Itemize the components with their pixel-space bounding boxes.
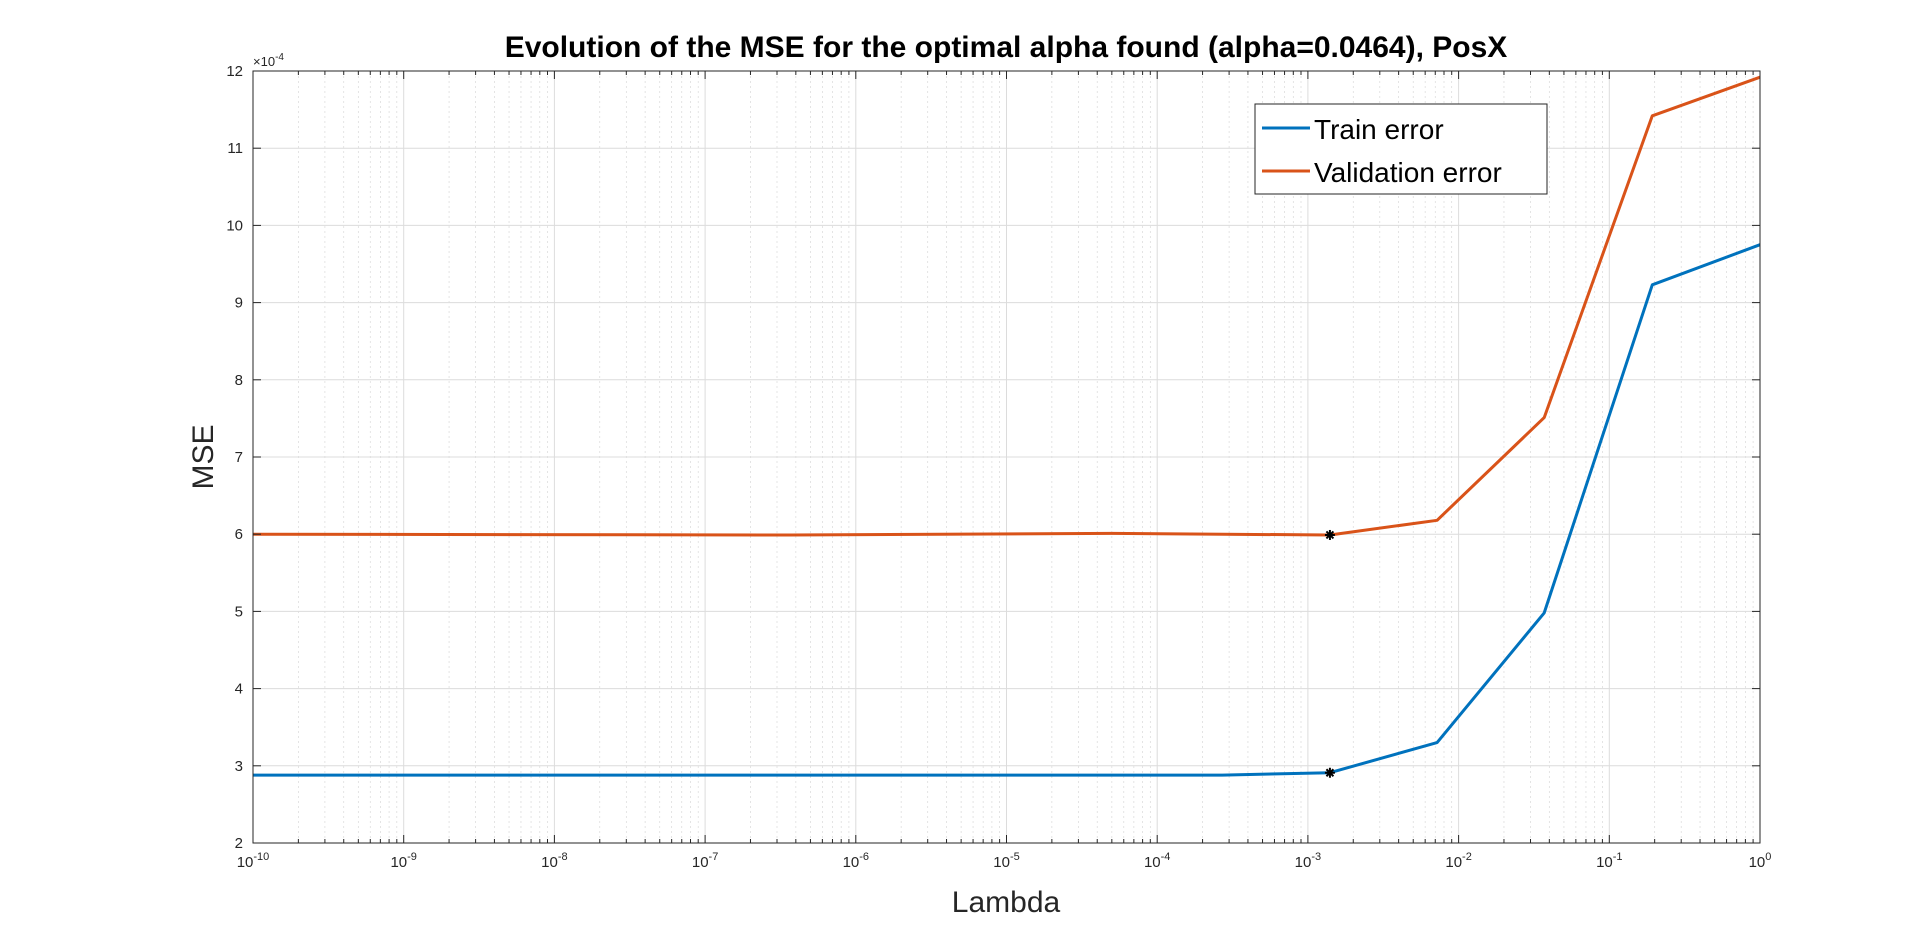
x-tick-base: 10	[1295, 854, 1312, 871]
y-tick-label: 7	[235, 449, 243, 466]
legend[interactable]: Train error Validation error	[1254, 103, 1548, 195]
x-tick-label: 10-1	[1596, 851, 1622, 871]
x-tick-exp: -5	[1010, 851, 1020, 863]
x-tick-exp: -4	[1161, 851, 1171, 863]
x-axis-label: Lambda	[952, 886, 1061, 919]
major-grid	[252, 70, 1761, 844]
x-tick-base: 10	[692, 854, 709, 871]
y-tick-label: 12	[226, 63, 243, 80]
x-tick-label: 10-7	[692, 851, 718, 871]
x-tick-label: 10-10	[237, 851, 270, 871]
y-tick-label: 10	[226, 217, 243, 234]
x-tick-base: 10	[541, 854, 558, 871]
x-tick-exp: -7	[709, 851, 719, 863]
y-multiplier: ×10-4	[253, 52, 284, 69]
x-tick-exp: 0	[1765, 851, 1771, 863]
x-tick-exp: -3	[1311, 851, 1321, 863]
x-tick-exp: -2	[1462, 851, 1472, 863]
optimum-marker	[1324, 529, 1335, 540]
x-tick-labels: 10-10 10-9 10-8 10-7 10-6 10-5 10-4 10-3 10-2 10-…	[237, 851, 1772, 871]
y-axis-label: MSE	[187, 424, 220, 489]
legend-box	[1254, 103, 1548, 195]
x-tick-label: 10-6	[843, 851, 869, 871]
x-tick-label: 10-4	[1144, 851, 1170, 871]
optimum-marker	[1324, 767, 1335, 778]
legend-label-train: Train error	[1314, 114, 1444, 145]
x-tick-label: 10-8	[541, 851, 567, 871]
x-tick-base: 10	[993, 854, 1010, 871]
x-tick-label: 10-3	[1295, 851, 1321, 871]
x-tick-base: 10	[390, 854, 407, 871]
marker-layer	[1324, 529, 1335, 778]
x-tick-label: 10-5	[993, 851, 1019, 871]
y-tick-label: 4	[235, 681, 243, 698]
x-tick-label: 10-9	[390, 851, 416, 871]
x-tick-exp: -10	[253, 851, 269, 863]
series-layer	[252, 75, 1761, 777]
x-tick-label: 100	[1749, 851, 1772, 871]
chart-title: Evolution of the MSE for the optimal alp…	[505, 31, 1508, 64]
y-tick-label: 8	[235, 372, 243, 389]
y-tick-label: 9	[235, 295, 243, 312]
x-tick-exp: -6	[859, 851, 869, 863]
y-tick-label: 3	[235, 758, 243, 775]
y-multiplier-exp: -4	[275, 52, 284, 63]
x-tick-base: 10	[1144, 854, 1161, 871]
y-tick-label: 11	[227, 140, 243, 157]
x-tick-base: 10	[1596, 854, 1613, 871]
x-tick-exp: -8	[558, 851, 568, 863]
x-tick-base: 10	[843, 854, 860, 871]
series-line-validation	[252, 75, 1761, 537]
y-tick-labels: 2 3 4 5 6 7 8 9 10 11 12	[226, 63, 243, 852]
y-tick-label: 2	[235, 835, 243, 852]
y-tick-label: 6	[235, 526, 243, 543]
x-tick-exp: -1	[1613, 851, 1623, 863]
y-tick-label: 5	[235, 603, 243, 620]
x-tick-base: 10	[1749, 854, 1766, 871]
x-tick-base: 10	[1445, 854, 1462, 871]
x-tick-base: 10	[237, 854, 254, 871]
legend-label-validation: Validation error	[1314, 157, 1502, 188]
series-line-train	[253, 243, 1761, 777]
x-tick-label: 10-2	[1445, 851, 1471, 871]
y-multiplier-base: ×10	[253, 54, 275, 69]
x-tick-exp: -9	[407, 851, 417, 863]
ticks-layer	[252, 70, 1761, 844]
